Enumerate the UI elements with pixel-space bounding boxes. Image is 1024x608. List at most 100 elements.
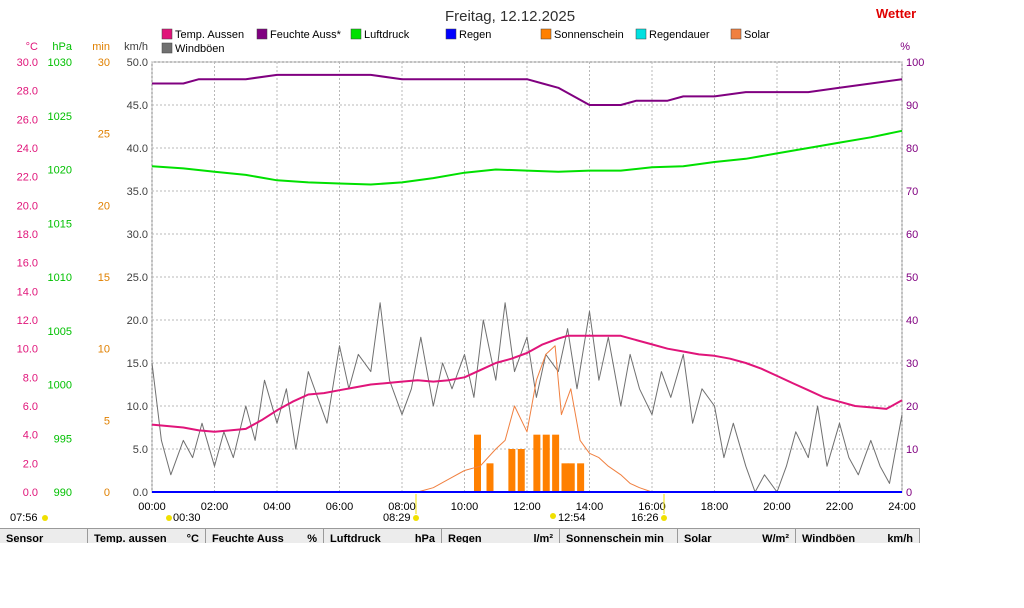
sunshine-bar bbox=[508, 449, 516, 492]
time-tick-label: 14:00 bbox=[576, 501, 604, 513]
legend-label: Sonnenschein bbox=[554, 29, 624, 41]
sunshine-bar bbox=[517, 449, 525, 492]
humidity-tick-label: 90 bbox=[906, 100, 918, 112]
humidity-tick-label: 30 bbox=[906, 358, 918, 370]
temp-tick-label: 18.0 bbox=[17, 229, 38, 241]
wind-unit-label: km/h bbox=[124, 41, 148, 53]
sensor-column-label: Sensor bbox=[6, 533, 44, 543]
humidity-tick-label: 80 bbox=[906, 143, 918, 155]
brand-label: Wetter bbox=[876, 6, 916, 21]
pressure-tick-label: 1000 bbox=[48, 380, 72, 392]
time-tick-label: 22:00 bbox=[826, 501, 854, 513]
sunshine-bar bbox=[567, 463, 575, 492]
wind-tick-label: 50.0 bbox=[127, 57, 148, 69]
pressure-tick-label: 1010 bbox=[48, 272, 72, 284]
series-line-solar bbox=[417, 345, 668, 493]
humidity-tick-label: 10 bbox=[906, 444, 918, 456]
temp-tick-label: 26.0 bbox=[17, 114, 38, 126]
sensor-column-unit: % bbox=[307, 533, 317, 543]
sunshine-tick-label: 25 bbox=[98, 129, 110, 141]
humidity-unit-label: % bbox=[900, 41, 910, 53]
time-tick-label: 12:00 bbox=[513, 501, 541, 513]
series-line-luftdruck bbox=[151, 129, 903, 186]
temp-tick-label: 14.0 bbox=[17, 286, 38, 298]
sunrise-icon bbox=[413, 515, 419, 521]
temp-tick-label: 22.0 bbox=[17, 172, 38, 184]
temp-tick-label: 28.0 bbox=[17, 86, 38, 98]
humidity-tick-label: 40 bbox=[906, 315, 918, 327]
sensor-column-header: Solar W/m² bbox=[678, 529, 796, 543]
temp-tick-label: 20.0 bbox=[17, 200, 38, 212]
pressure-tick-label: 990 bbox=[54, 487, 72, 499]
sunshine-tick-label: 15 bbox=[98, 272, 110, 284]
sensor-column-header: Temp. aussen °C bbox=[88, 529, 206, 543]
time-tick-label: 02:00 bbox=[201, 501, 229, 513]
sensor-column-header: Luftdruck hPa bbox=[324, 529, 442, 543]
sensor-column-label: Luftdruck bbox=[330, 533, 381, 543]
pressure-tick-label: 1020 bbox=[48, 165, 72, 177]
sensor-table-header: Sensor Temp. aussen °C Feuchte Auss% Luftdru… bbox=[0, 528, 920, 543]
pressure-tick-label: 1015 bbox=[48, 218, 72, 230]
temp-tick-label: 30.0 bbox=[17, 57, 38, 69]
temp-tick-label: 4.0 bbox=[23, 430, 38, 442]
sunshine-bar bbox=[561, 463, 569, 492]
temp-unit-label: °C bbox=[26, 41, 38, 53]
humidity-tick-label: 70 bbox=[906, 186, 918, 198]
humidity-tick-label: 20 bbox=[906, 401, 918, 413]
temp-tick-label: 2.0 bbox=[23, 458, 38, 470]
sunshine-tick-label: 0 bbox=[104, 487, 110, 499]
sensor-column-header: Feuchte Auss% bbox=[206, 529, 324, 543]
wind-tick-label: 20.0 bbox=[127, 315, 148, 327]
moonset-label: 00:30 bbox=[173, 512, 201, 524]
sensor-column-unit: l/m² bbox=[533, 533, 553, 543]
legend-swatch bbox=[350, 28, 362, 40]
sunshine-tick-label: 10 bbox=[98, 344, 110, 356]
legend-swatch bbox=[540, 28, 552, 40]
legend-swatch bbox=[256, 28, 268, 40]
sensor-column-header: Sensor bbox=[0, 529, 88, 543]
time-tick-label: 04:00 bbox=[263, 501, 291, 513]
series-line-temperatur bbox=[151, 334, 903, 433]
time-tick-label: 10:00 bbox=[451, 501, 479, 513]
sunset-icon bbox=[661, 515, 667, 521]
sensor-column-header: Windböen km/h bbox=[796, 529, 920, 543]
sensor-column-label: Regen bbox=[448, 533, 482, 543]
temp-tick-label: 10.0 bbox=[17, 344, 38, 356]
wind-tick-label: 25.0 bbox=[127, 272, 148, 284]
sunshine-bar bbox=[474, 434, 481, 492]
noon-label: 12:54 bbox=[558, 512, 586, 524]
sun-icon bbox=[42, 515, 48, 521]
sensor-column-unit: km/h bbox=[887, 533, 913, 543]
moon-icon bbox=[166, 515, 172, 521]
legend-swatch bbox=[635, 28, 647, 40]
time-tick-label: 08:00 bbox=[388, 501, 416, 513]
legend-swatch bbox=[161, 28, 173, 40]
sunshine-bar bbox=[486, 463, 494, 492]
pressure-tick-label: 1025 bbox=[48, 111, 72, 123]
time-tick-label: 16:00 bbox=[638, 501, 666, 513]
wind-tick-label: 0.0 bbox=[133, 487, 148, 499]
wind-tick-label: 15.0 bbox=[127, 358, 148, 370]
sensor-column-header: Regen l/m² bbox=[442, 529, 560, 543]
pressure-unit-label: hPa bbox=[52, 41, 72, 53]
sensor-column-label: Temp. aussen bbox=[94, 533, 167, 543]
sunshine-bar bbox=[533, 434, 541, 492]
humidity-tick-label: 0 bbox=[906, 487, 912, 499]
noon-icon bbox=[550, 513, 556, 519]
sunrise-prev-label: 07:56 bbox=[10, 512, 38, 524]
temp-tick-label: 8.0 bbox=[23, 372, 38, 384]
legend-label: Solar bbox=[744, 29, 770, 41]
temp-tick-label: 12.0 bbox=[17, 315, 38, 327]
sunshine-tick-label: 5 bbox=[104, 415, 110, 427]
wind-tick-label: 30.0 bbox=[127, 229, 148, 241]
chart-canvas: °C 30.0 28.0 26.0 24.0 22.0 20.0 18.0 16.0 14.0 12… bbox=[10, 6, 924, 524]
temp-tick-label: 6.0 bbox=[23, 401, 38, 413]
sunshine-bar bbox=[542, 434, 550, 492]
time-tick-label: 06:00 bbox=[326, 501, 354, 513]
sunshine-tick-label: 30 bbox=[98, 57, 110, 69]
sensor-column-label: Feuchte Auss bbox=[212, 533, 284, 543]
humidity-tick-label: 100 bbox=[906, 57, 924, 69]
sensor-column-label: Solar bbox=[684, 533, 712, 543]
time-tick-label: 24:00 bbox=[888, 501, 916, 513]
